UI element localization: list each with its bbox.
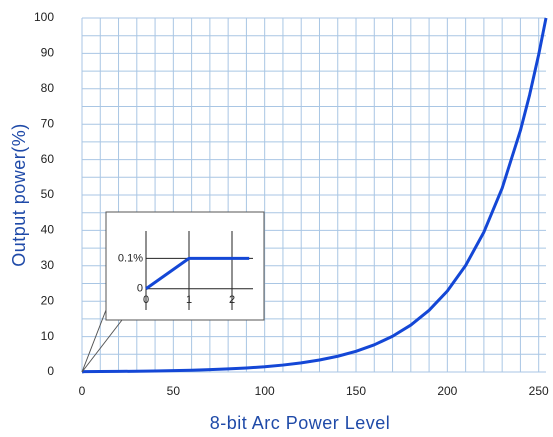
y-tick-label: 90 [41,46,55,60]
y-tick-label: 10 [41,329,55,343]
zoom-line [81,319,123,373]
inset-box [105,211,265,321]
y-tick-label: 100 [34,10,54,24]
x-tick-label: 50 [167,384,181,398]
data-line [81,17,548,374]
zoom-line [81,309,107,373]
y-tick-label: 30 [41,258,55,272]
y-tick-label: 70 [41,116,55,130]
x-tick-label: 2 [229,294,235,306]
x-tick-label: 200 [437,384,457,398]
x-tick-label: 0 [79,384,86,398]
y-axis-title: Output power(%) [9,123,29,267]
y-tick-label: 0.1% [118,252,143,264]
x-tick-label: 1 [186,294,192,306]
y-tick-label: 40 [41,223,55,237]
x-tick-label: 0 [143,294,149,306]
inset-plot: 0 1 2 0 0.1% [118,231,253,310]
y-tick-label: 20 [41,293,55,307]
y-tick-label: 80 [41,81,55,95]
data-line [145,256,250,290]
y-tick-label: 50 [41,187,55,201]
x-tick-label: 100 [255,384,275,398]
y-tick-label: 0 [47,364,54,378]
x-tick-label: 250 [529,384,549,398]
y-tick-label: 60 [41,152,55,166]
y-tick-label: 0 [137,283,143,295]
x-axis-title: 8-bit Arc Power Level [210,413,391,433]
x-tick-label: 150 [346,384,366,398]
inset-frame [81,211,265,373]
